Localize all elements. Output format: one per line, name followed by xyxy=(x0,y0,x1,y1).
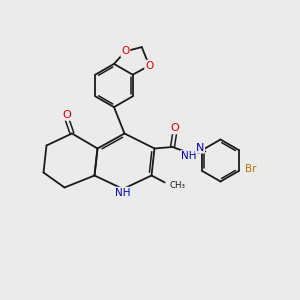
Text: O: O xyxy=(121,46,130,56)
Text: N: N xyxy=(196,142,204,153)
Text: O: O xyxy=(170,123,179,134)
Text: O: O xyxy=(62,110,71,120)
Text: NH: NH xyxy=(181,151,197,161)
Text: O: O xyxy=(145,61,153,71)
Text: CH₃: CH₃ xyxy=(169,181,185,190)
Text: Br: Br xyxy=(245,164,257,175)
Text: NH: NH xyxy=(115,188,131,198)
